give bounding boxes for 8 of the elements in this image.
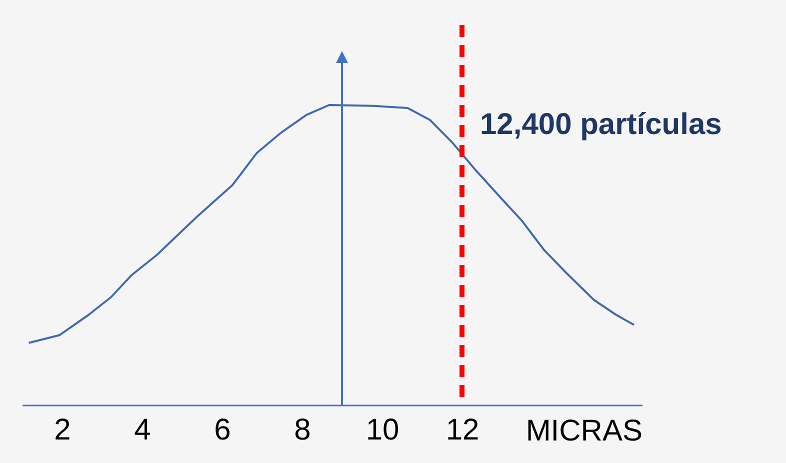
x-tick-label: 2 <box>54 414 71 446</box>
x-tick-label: 4 <box>134 414 151 446</box>
ref-line-label: 12,400 partículas <box>480 108 722 141</box>
x-axis-title: MICRAS <box>526 414 642 448</box>
x-tick-label: 8 <box>294 414 311 446</box>
x-tick-label: 12 <box>446 414 480 446</box>
x-tick-label: 10 <box>366 414 400 446</box>
x-tick-label: 6 <box>214 414 231 446</box>
